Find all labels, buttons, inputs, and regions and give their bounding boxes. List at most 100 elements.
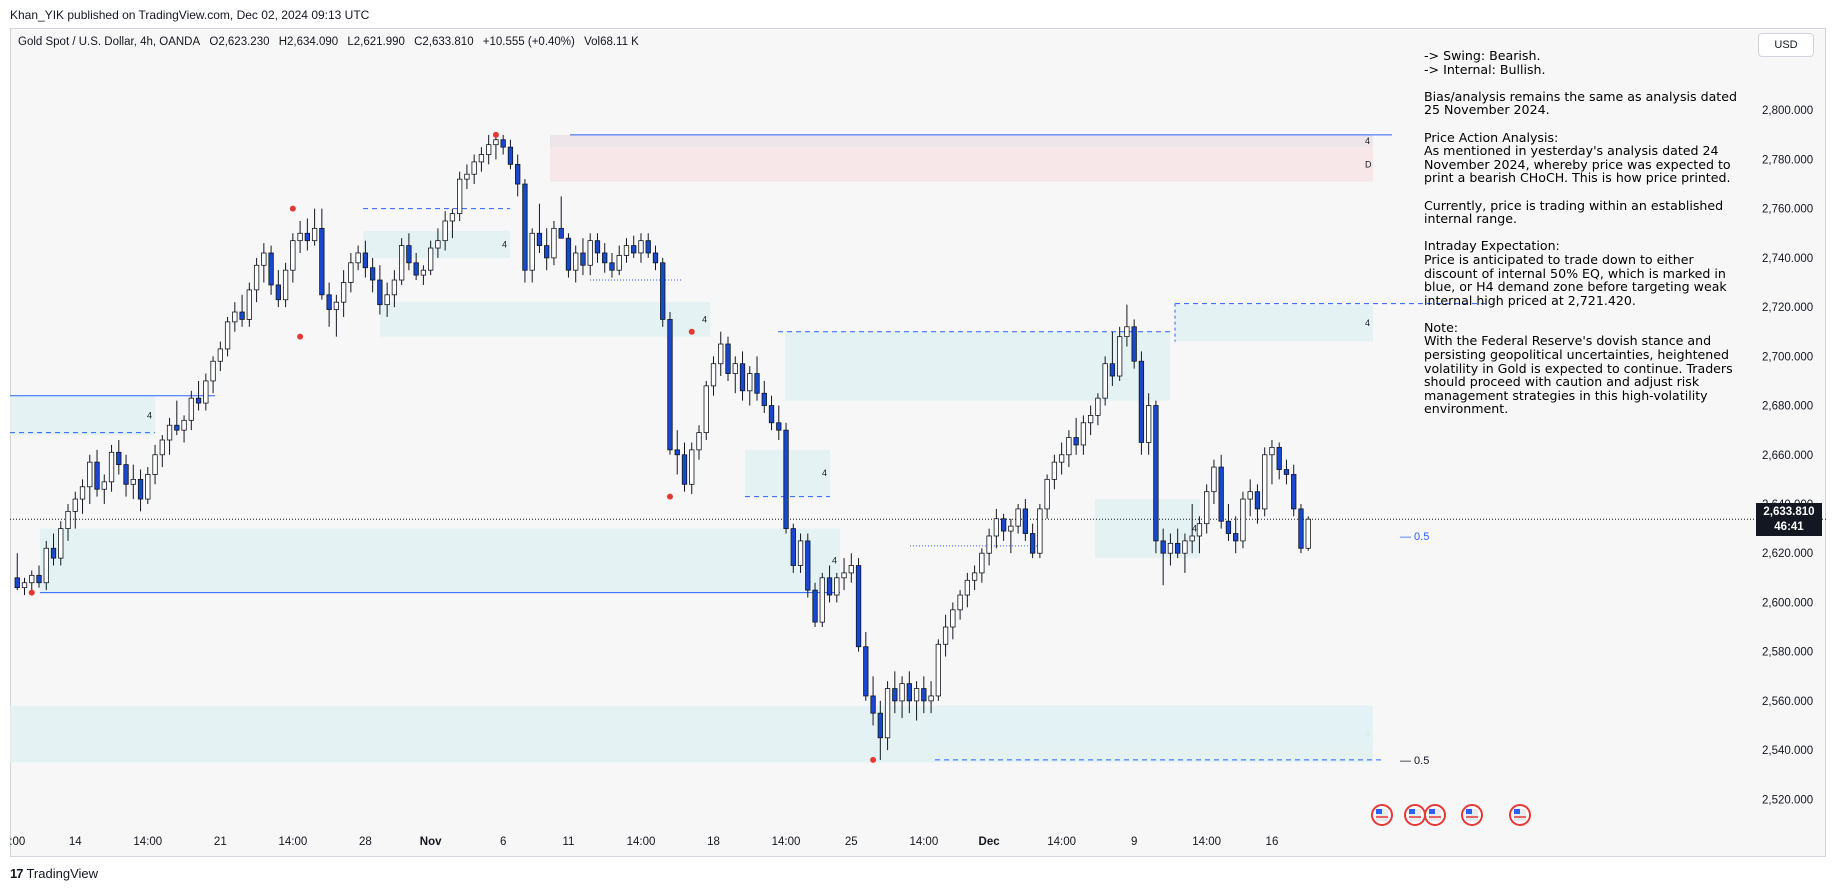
candle[interactable]: [725, 336, 731, 381]
candle[interactable]: [732, 356, 738, 394]
candle[interactable]: [1080, 415, 1087, 455]
candle[interactable]: [21, 577, 28, 596]
candle[interactable]: [290, 233, 296, 283]
candle[interactable]: [1160, 528, 1166, 586]
candle[interactable]: [1204, 484, 1210, 534]
candle[interactable]: [478, 147, 485, 172]
candle[interactable]: [1167, 533, 1174, 566]
candle[interactable]: [297, 220, 303, 253]
candle[interactable]: [1211, 459, 1217, 504]
candle[interactable]: [1247, 479, 1253, 517]
zone-box[interactable]: [550, 147, 1373, 182]
symbol-name[interactable]: Gold Spot / U.S. Dollar, 4h, OANDA: [18, 36, 201, 48]
candle[interactable]: [1095, 393, 1101, 426]
candle[interactable]: [754, 356, 760, 401]
candle[interactable]: [703, 380, 709, 441]
candle[interactable]: [986, 528, 992, 566]
candle[interactable]: [899, 676, 905, 719]
candle[interactable]: [377, 265, 383, 315]
candle[interactable]: [362, 240, 369, 278]
candle[interactable]: [1305, 516, 1311, 551]
candle[interactable]: [493, 134, 499, 160]
candle[interactable]: [1022, 499, 1029, 541]
candle[interactable]: [1276, 442, 1282, 480]
candle[interactable]: [1298, 503, 1304, 554]
candle[interactable]: [558, 196, 564, 239]
candle[interactable]: [1182, 533, 1188, 573]
candle[interactable]: [602, 243, 608, 273]
candle[interactable]: [609, 252, 615, 278]
candle[interactable]: [834, 572, 840, 603]
candle[interactable]: [1008, 518, 1014, 554]
candle[interactable]: [935, 639, 941, 701]
candle[interactable]: [507, 139, 514, 170]
zone-box[interactable]: [1175, 304, 1373, 342]
footer-brand[interactable]: 17 TradingView: [10, 866, 98, 881]
candle[interactable]: [863, 631, 869, 701]
zone-box[interactable]: [380, 302, 710, 337]
candle[interactable]: [253, 257, 260, 303]
candle[interactable]: [442, 211, 448, 251]
candle[interactable]: [826, 565, 833, 603]
candle[interactable]: [1291, 464, 1297, 517]
candle[interactable]: [239, 294, 245, 327]
currency-button[interactable]: USD: [1758, 33, 1814, 57]
candle[interactable]: [203, 373, 209, 411]
candle[interactable]: [1117, 326, 1123, 381]
candle[interactable]: [1262, 447, 1268, 517]
candle[interactable]: [551, 220, 557, 266]
candle[interactable]: [1102, 356, 1108, 406]
candle[interactable]: [449, 208, 456, 239]
candle[interactable]: [739, 351, 746, 401]
candle[interactable]: [355, 245, 361, 271]
candle[interactable]: [689, 442, 695, 495]
economic-event-icon[interactable]: [1461, 804, 1483, 826]
candle[interactable]: [340, 270, 347, 317]
candle[interactable]: [718, 331, 724, 377]
candle[interactable]: [1175, 528, 1181, 559]
candle[interactable]: [304, 218, 311, 251]
candle[interactable]: [631, 235, 637, 258]
candle[interactable]: [616, 245, 622, 276]
candle[interactable]: [1233, 516, 1239, 554]
candle[interactable]: [87, 454, 93, 504]
economic-event-icon[interactable]: [1404, 804, 1426, 826]
candle[interactable]: [660, 257, 666, 327]
candle[interactable]: [174, 400, 180, 436]
candle[interactable]: [1044, 474, 1050, 519]
candle[interactable]: [1218, 454, 1224, 529]
candle[interactable]: [246, 282, 252, 327]
candle[interactable]: [413, 252, 419, 281]
candle[interactable]: [848, 553, 854, 583]
candle[interactable]: [72, 491, 78, 529]
candle[interactable]: [159, 435, 165, 468]
candle[interactable]: [1066, 430, 1072, 468]
zone-box[interactable]: [40, 528, 840, 593]
candle[interactable]: [950, 602, 956, 640]
candle[interactable]: [1124, 304, 1130, 347]
candle[interactable]: [1153, 400, 1159, 554]
candle[interactable]: [1051, 454, 1058, 490]
candle[interactable]: [311, 208, 318, 246]
candle[interactable]: [573, 245, 579, 283]
candle[interactable]: [674, 430, 680, 475]
candle[interactable]: [130, 464, 136, 500]
candle[interactable]: [921, 676, 927, 714]
candle[interactable]: [1058, 442, 1065, 475]
zone-box[interactable]: [10, 395, 155, 436]
candle[interactable]: [282, 262, 289, 308]
candle[interactable]: [94, 449, 100, 497]
candle[interactable]: [116, 440, 122, 475]
candle[interactable]: [638, 233, 644, 263]
candle[interactable]: [14, 553, 20, 591]
candlestick-chart[interactable]: D444444444 — 0.5— 0.5 2,520.0002,540.000…: [10, 28, 1826, 857]
candle[interactable]: [587, 233, 593, 276]
candle[interactable]: [348, 252, 354, 293]
candle[interactable]: [217, 341, 223, 372]
candle[interactable]: [942, 614, 949, 657]
candle[interactable]: [544, 228, 550, 271]
candle[interactable]: [1269, 440, 1275, 485]
candle[interactable]: [594, 233, 601, 263]
candle[interactable]: [710, 356, 717, 396]
candle[interactable]: [892, 671, 898, 714]
